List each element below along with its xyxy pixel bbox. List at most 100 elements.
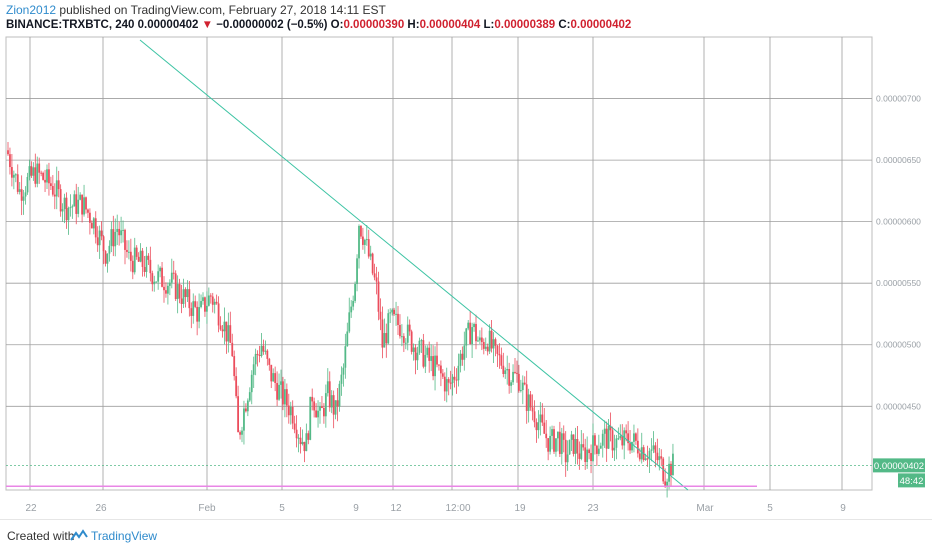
candle-body [248, 392, 251, 401]
candlestick-chart[interactable]: 0.00000700 0.00000650 0.00000600 0.00000550… [0, 0, 932, 519]
candle-body [416, 352, 419, 361]
candle-body [607, 425, 610, 449]
high-value: 0.00000404 [419, 19, 481, 31]
candle-body [48, 169, 50, 184]
candle-body [636, 440, 639, 454]
candle-body [276, 382, 278, 400]
tradingview-logo-icon[interactable] [70, 529, 88, 542]
candle-body [564, 439, 567, 463]
candle-body [658, 456, 661, 461]
candle-body [424, 354, 427, 367]
candle-body [219, 325, 222, 330]
candle-body [227, 325, 230, 342]
candle-body [147, 255, 150, 260]
x-tick-label: 26 [95, 503, 107, 514]
candle-body [664, 481, 667, 487]
tradingview-link[interactable]: TradingView [91, 529, 158, 543]
candle-body [453, 376, 456, 380]
candle-body [443, 376, 446, 392]
candle-body [621, 435, 624, 446]
candle-body [254, 353, 257, 365]
candle-body [211, 296, 214, 305]
candle-body [395, 313, 397, 315]
candle-body [562, 433, 565, 440]
symbol-label[interactable]: BINANCE:TRXBTC, 240 [6, 19, 135, 31]
candle-body [190, 308, 193, 316]
candle-body [104, 251, 107, 264]
candle-body [457, 365, 460, 381]
y-tick-label: 0.00000600 [876, 217, 921, 227]
candle-body [73, 194, 76, 207]
candle-body [297, 437, 300, 439]
candle-body [348, 312, 351, 332]
candle-body [151, 273, 154, 285]
candle-body [477, 340, 479, 342]
candle-body [135, 247, 138, 257]
candle-body [63, 197, 66, 210]
candle-body [293, 423, 296, 430]
candle-body [594, 435, 596, 446]
candle-body [580, 444, 583, 459]
candle-body [102, 236, 105, 252]
price-axis[interactable]: 0.00000700 0.00000650 0.00000600 0.00000550… [876, 94, 921, 412]
candle-body [128, 251, 130, 253]
candle-body [55, 180, 58, 197]
candle-body [406, 324, 409, 343]
candle-body [71, 206, 74, 208]
candle-body [313, 401, 316, 411]
candle-body [420, 340, 423, 342]
candle-body [186, 289, 189, 298]
candle-body [241, 430, 243, 435]
candle-body [670, 463, 672, 476]
candle-body [245, 408, 247, 412]
candle-body [387, 313, 390, 344]
candle-body [114, 231, 117, 247]
candle-body [40, 172, 43, 174]
candle-body [397, 313, 399, 326]
candle-body [523, 382, 526, 385]
candle-body [168, 282, 171, 286]
candle-body [582, 444, 585, 448]
time-axis[interactable]: 22 26 Feb 5 9 12 12:00 19 23 Mar 5 9 [25, 503, 846, 514]
candle-body [157, 271, 160, 282]
close-label: C: [558, 19, 571, 31]
last-price-tag: 0.00000402 48:42 [873, 458, 925, 488]
candle-body [482, 342, 485, 349]
y-tick-label: 0.00000650 [876, 155, 921, 165]
candle-body [90, 222, 93, 229]
candle-body [342, 367, 345, 375]
candle-body [369, 253, 372, 257]
candle-body [149, 259, 152, 274]
candle-body [139, 250, 142, 262]
author-link[interactable]: Zion2012 [6, 3, 57, 17]
candle-body [465, 328, 468, 346]
candle-body [98, 230, 101, 246]
candle-body [570, 434, 573, 440]
candle-body [161, 267, 163, 287]
candle-body [638, 453, 641, 460]
candle-body [385, 333, 388, 344]
candle-body [198, 307, 200, 322]
candle-body [438, 364, 440, 366]
descending-trendline[interactable] [139, 39, 689, 491]
candle-body [153, 281, 156, 285]
candle-body [367, 239, 370, 257]
candle-body [235, 376, 238, 397]
candle-body [467, 322, 470, 329]
candle-body [508, 368, 511, 386]
candle-body [650, 449, 653, 451]
candle-body [461, 353, 464, 360]
candle-body [668, 463, 670, 482]
candle-body [625, 430, 628, 434]
candle-body [163, 286, 165, 291]
candle-body [644, 458, 647, 461]
candle-body [619, 435, 622, 439]
publish-text: published on TradingView.com, February 2… [59, 3, 386, 17]
candle-body [613, 447, 616, 451]
candle-body [350, 306, 353, 313]
candle-body [512, 371, 514, 383]
candle-body [334, 400, 337, 415]
candle-body [110, 229, 113, 246]
candle-body [492, 339, 495, 349]
candle-body [268, 358, 271, 365]
